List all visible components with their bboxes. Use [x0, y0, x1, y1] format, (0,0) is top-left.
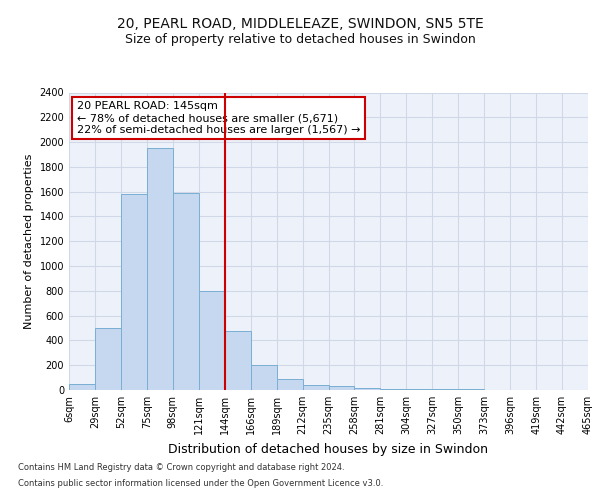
Bar	[173, 193, 199, 390]
Bar	[302, 385, 329, 390]
Y-axis label: Number of detached properties: Number of detached properties	[24, 154, 34, 329]
X-axis label: Distribution of detached houses by size in Swindon: Distribution of detached houses by size …	[169, 442, 488, 456]
Text: Size of property relative to detached houses in Swindon: Size of property relative to detached ho…	[125, 32, 475, 46]
Text: Contains public sector information licensed under the Open Government Licence v3: Contains public sector information licen…	[18, 478, 383, 488]
Text: 20 PEARL ROAD: 145sqm
← 78% of detached houses are smaller (5,671)
22% of semi-d: 20 PEARL ROAD: 145sqm ← 78% of detached …	[77, 102, 360, 134]
Bar	[95, 328, 121, 390]
Bar	[147, 148, 173, 390]
Bar	[121, 194, 147, 390]
Bar	[199, 291, 224, 390]
Bar	[69, 384, 95, 390]
Bar	[329, 386, 355, 390]
Text: Contains HM Land Registry data © Crown copyright and database right 2024.: Contains HM Land Registry data © Crown c…	[18, 464, 344, 472]
Bar	[225, 331, 251, 390]
Bar	[251, 365, 277, 390]
Bar	[277, 379, 302, 390]
Bar	[355, 388, 380, 390]
Text: 20, PEARL ROAD, MIDDLELEAZE, SWINDON, SN5 5TE: 20, PEARL ROAD, MIDDLELEAZE, SWINDON, SN…	[116, 18, 484, 32]
